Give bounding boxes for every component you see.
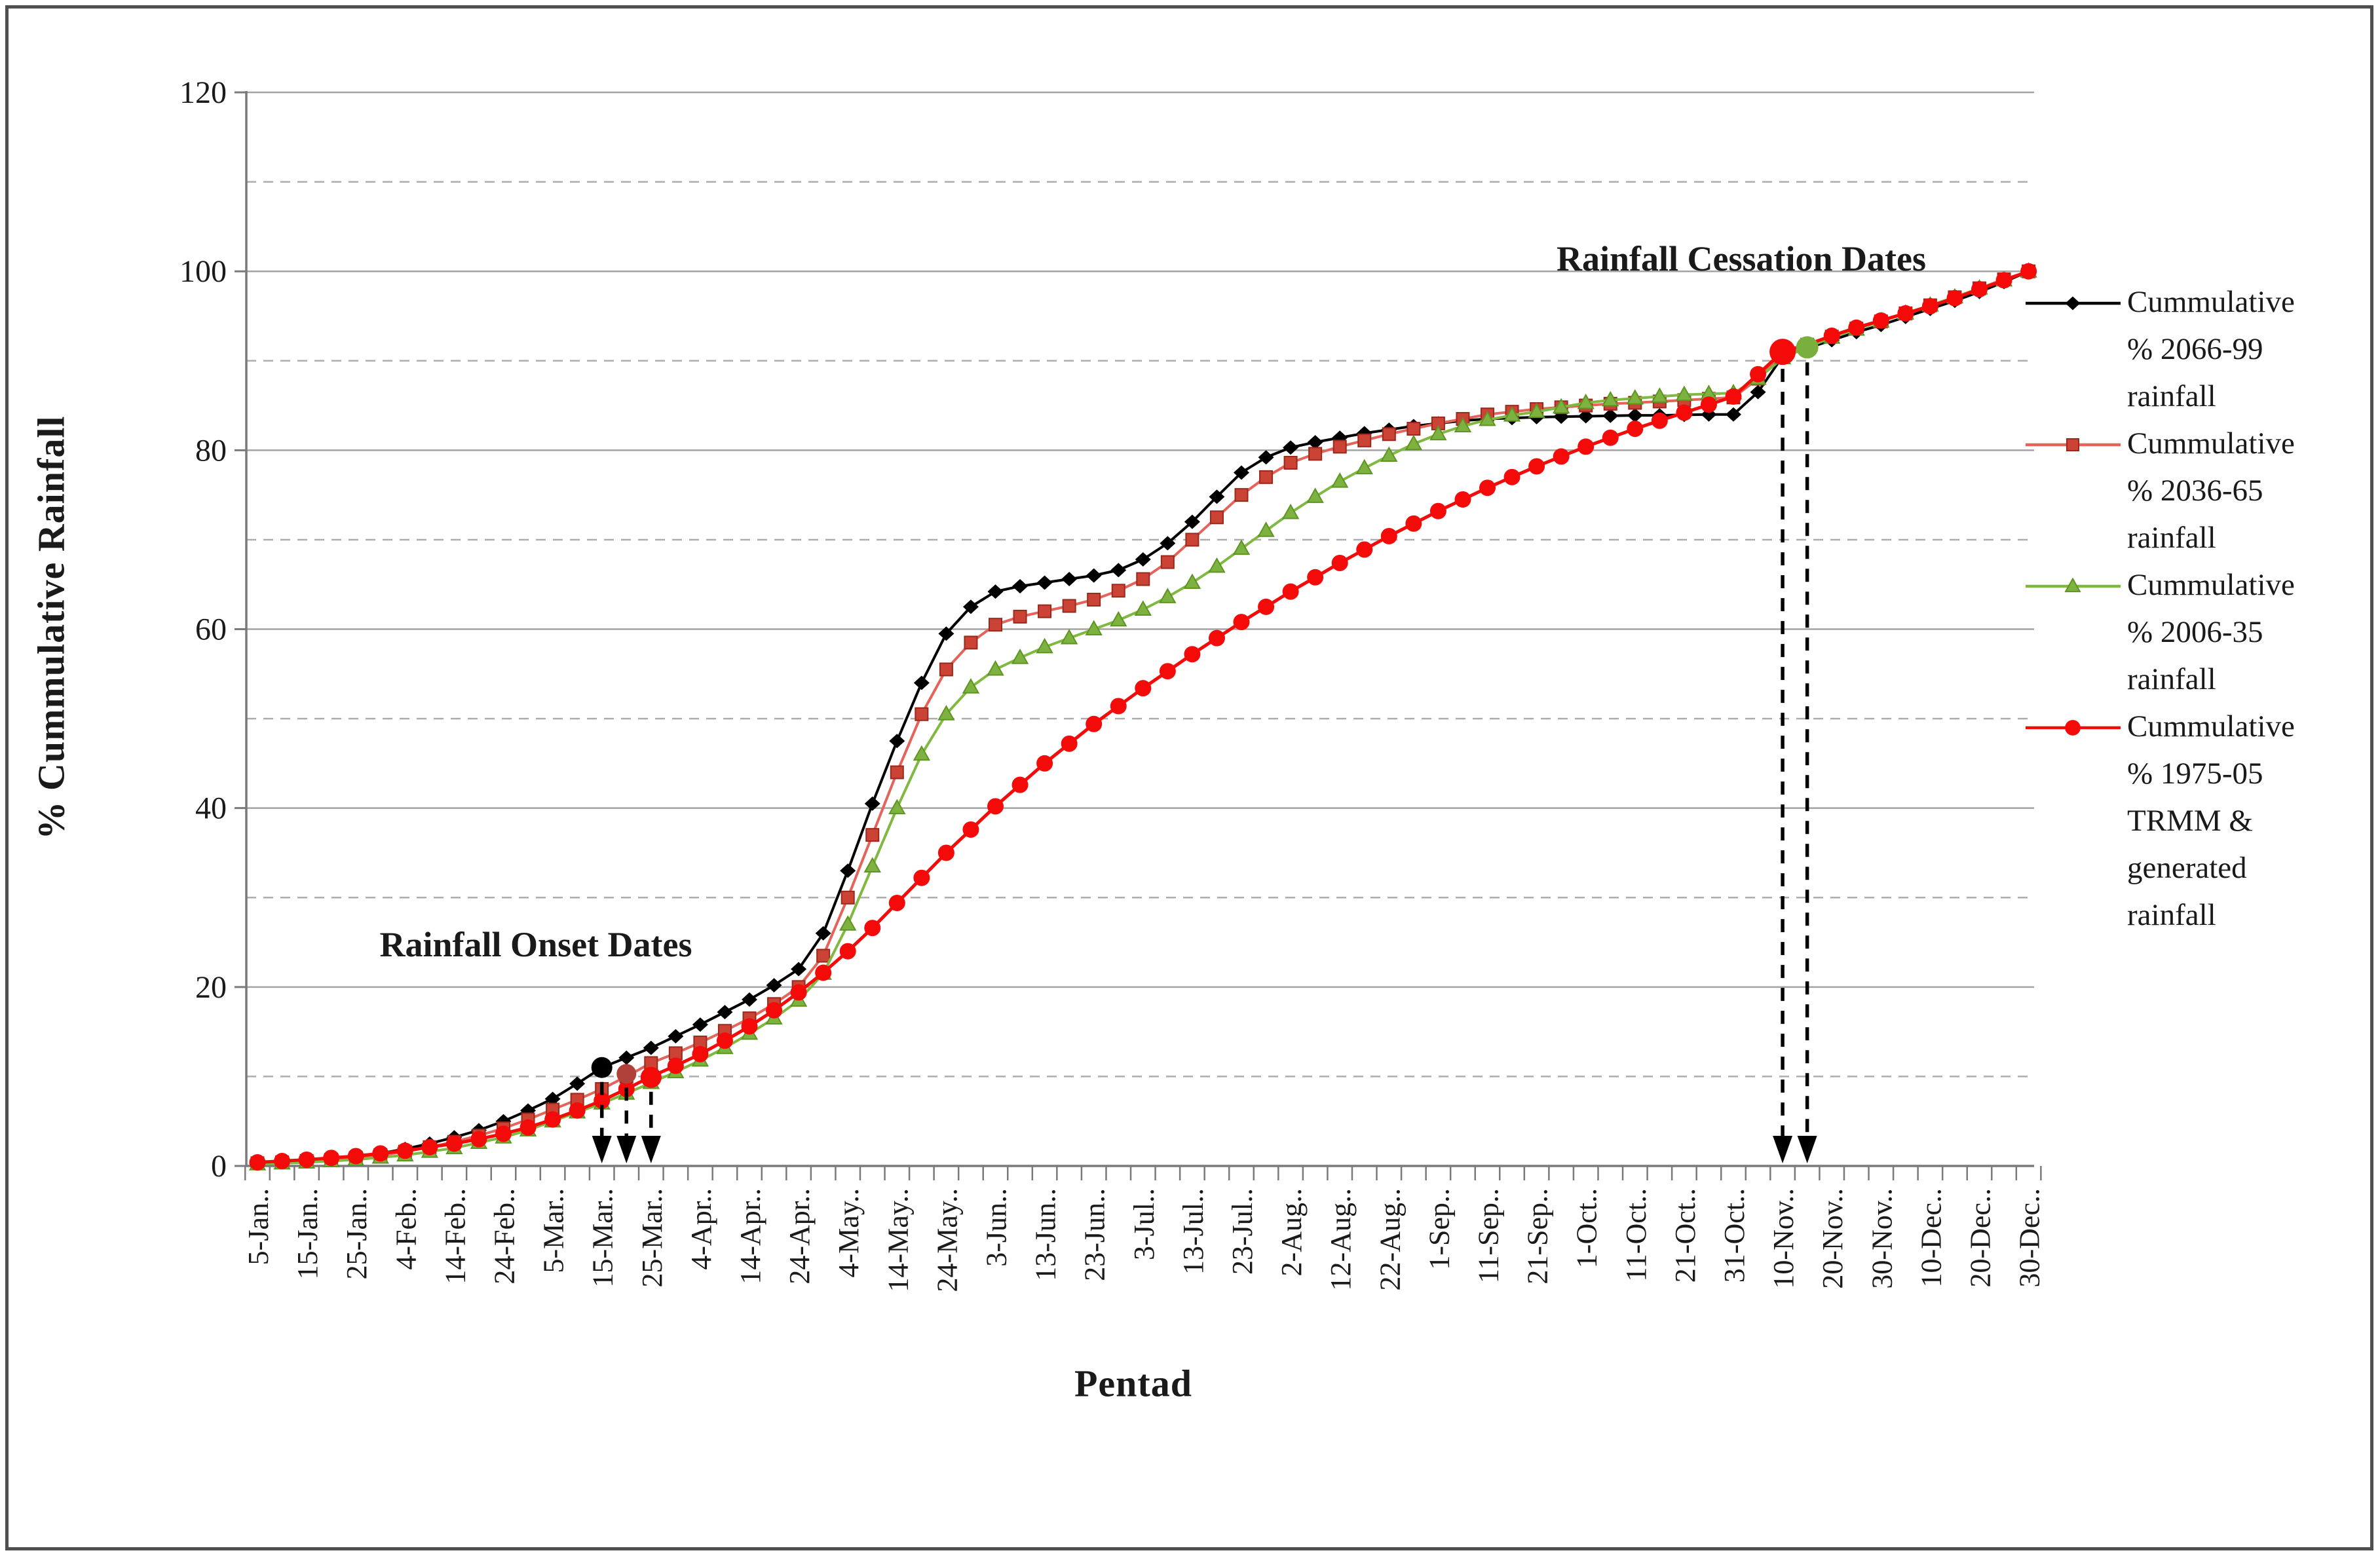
x-tick-label: 20-Nov.. — [1817, 1188, 1849, 1289]
series-3 — [249, 263, 2037, 1171]
x-tick-label: 3-Jul.. — [1128, 1188, 1160, 1260]
legend-item-1: Cummulative% 2036-65 rainfall — [2026, 420, 2376, 561]
x-tick-label: 13-Jun.. — [1030, 1188, 1062, 1281]
x-axis-labels: 5-Jan.. 15-Jan.. 25-Jan.. 4-Feb.. 14-Feb.. 24… — [242, 1188, 2046, 1292]
x-tick-label: 21-Oct.. — [1669, 1188, 1701, 1283]
x-tick-label: 14-Apr.. — [734, 1188, 766, 1285]
y-tick-label: 120 — [179, 75, 227, 110]
y-tick-label: 60 — [195, 612, 227, 647]
y-tick-label: 0 — [211, 1149, 227, 1184]
legend-label: Cummulative% 1975-05 TRMM & generated rainf… — [2127, 709, 2295, 932]
x-tick-label: 10-Nov.. — [1767, 1188, 1800, 1289]
x-tick-label: 13-Jul.. — [1177, 1188, 1209, 1275]
x-tick-label: 14-Feb.. — [439, 1188, 471, 1285]
x-tick-label: 23-Jul.. — [1226, 1188, 1258, 1275]
x-tick-label: 31-Oct.. — [1718, 1188, 1750, 1283]
circle-legend-marker-icon — [2026, 720, 2121, 736]
series-2 — [248, 262, 2037, 1171]
x-tick-label: 24-Apr.. — [784, 1188, 816, 1285]
x-tick-label: 12-Aug.. — [1325, 1188, 1357, 1290]
annotation-arrow — [1797, 362, 1817, 1163]
x-tick-label: 30-Nov.. — [1866, 1188, 1898, 1289]
figure-border — [5, 5, 2373, 1550]
y-tick-label: 100 — [179, 254, 227, 289]
x-tick-label: 20-Dec.. — [1965, 1188, 1997, 1288]
annotation-arrow — [1773, 369, 1793, 1163]
x-tick-label: 11-Sep.. — [1473, 1188, 1505, 1283]
x-tick-label: 15-Jan.. — [292, 1188, 324, 1279]
x-tick-label: 24-Feb.. — [489, 1188, 521, 1285]
x-tick-label: 14-May.. — [882, 1188, 914, 1292]
y-axis-title: % Cummulative Rainfall — [29, 415, 73, 840]
x-tick-label: 3-Jun.. — [981, 1188, 1013, 1267]
legend-label: Cummulative% 2006-35 rainfall — [2127, 568, 2295, 696]
x-tick-label: 1-Oct.. — [1571, 1188, 1603, 1268]
onset-annotation-label: Rainfall Onset Dates — [379, 925, 692, 964]
x-tick-label: 23-Jun.. — [1079, 1188, 1111, 1281]
x-tick-label: 1-Sep.. — [1423, 1188, 1455, 1270]
x-tick-label: 11-Oct.. — [1620, 1188, 1652, 1282]
x-tick-label: 25-Jan.. — [341, 1188, 373, 1279]
x-tick-label: 2-Aug.. — [1275, 1188, 1308, 1276]
y-tick-label: 20 — [195, 970, 227, 1005]
x-tick-label: 22-Aug.. — [1374, 1188, 1406, 1290]
diamond-legend-marker-icon — [2026, 296, 2121, 310]
x-tick-label: 5-Mar.. — [538, 1188, 570, 1273]
x-tick-label: 30-Dec.. — [2014, 1188, 2046, 1288]
x-tick-label: 5-Jan.. — [242, 1188, 274, 1265]
series-0 — [250, 264, 2037, 1171]
series-1 — [250, 264, 2036, 1171]
x-tick-label: 24-May.. — [931, 1188, 963, 1292]
square-legend-marker-icon — [2026, 438, 2121, 452]
legend-item-0: Cummulative% 2066-99 rainfall — [2026, 278, 2376, 420]
y-tick-label: 80 — [195, 433, 227, 468]
x-tick-label: 4-Feb.. — [390, 1188, 422, 1270]
y-axis-ticks-and-labels: 0 20 40 60 80 100 120 — [179, 75, 246, 1184]
minor-gridlines — [246, 181, 2034, 1078]
triangle-legend-marker-icon — [2026, 577, 2121, 593]
x-tick-label: 10-Dec.. — [1915, 1188, 1947, 1288]
chart-legend: Cummulative% 2066-99 rainfall Cummulative%… — [2026, 278, 2376, 939]
cessation-annotation-label: Rainfall Cessation Dates — [1557, 239, 1926, 278]
legend-item-3: Cummulative% 1975-05 TRMM & generated rainf… — [2026, 703, 2376, 939]
cessation-dot — [1796, 336, 1819, 359]
x-tick-label: 4-Apr.. — [685, 1188, 717, 1270]
legend-item-2: Cummulative% 2006-35 rainfall — [2026, 561, 2376, 703]
x-tick-label: 4-May.. — [833, 1188, 865, 1277]
annotation-arrow — [592, 1081, 612, 1163]
x-tick-label: 15-Mar.. — [587, 1188, 619, 1288]
onset-dot — [640, 1066, 662, 1088]
legend-label: Cummulative% 2036-65 rainfall — [2127, 426, 2295, 555]
onset-dot — [591, 1057, 613, 1078]
cessation-dot — [1769, 339, 1796, 366]
annotation-arrow — [616, 1087, 637, 1163]
y-tick-label: 40 — [195, 791, 227, 826]
annotation-arrow — [641, 1091, 661, 1163]
x-tick-label: 21-Sep.. — [1522, 1188, 1554, 1285]
legend-label: Cummulative% 2066-99 rainfall — [2127, 285, 2295, 413]
x-axis-ticks — [244, 1166, 2042, 1180]
x-axis-title: Pentad — [1074, 1362, 1192, 1405]
onset-dot — [616, 1064, 637, 1084]
x-tick-label: 25-Mar.. — [636, 1188, 668, 1288]
major-gridlines — [246, 91, 2034, 988]
